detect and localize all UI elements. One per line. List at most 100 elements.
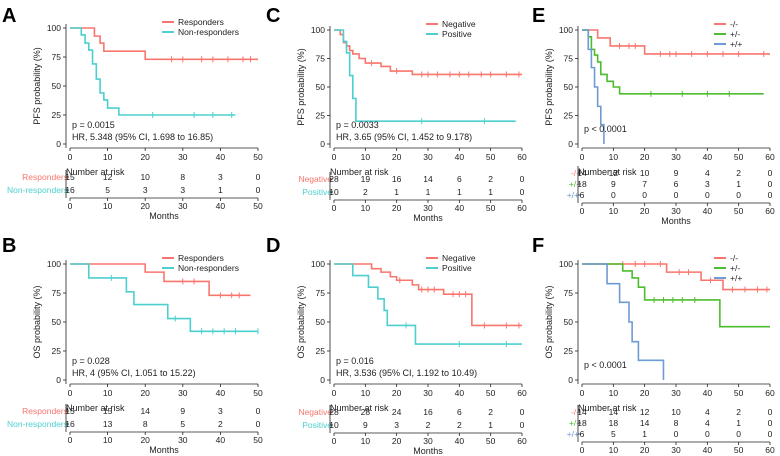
risk-value: 16 — [423, 407, 433, 417]
x-tick-label: 20 — [392, 388, 402, 398]
risk-value: 4 — [705, 168, 710, 178]
risk-value: 6 — [457, 174, 462, 184]
legend-label: Positive — [442, 29, 472, 39]
risk-value: 19 — [361, 174, 371, 184]
km-curve-positive — [334, 263, 522, 345]
risk-value: 2 — [488, 174, 493, 184]
y-tick-label: 25 — [52, 110, 62, 120]
y-axis-title: PFS probability (%) — [32, 47, 42, 125]
x-tick-label: 50 — [253, 388, 263, 398]
risk-value: 9 — [180, 406, 185, 416]
risk-x-tick-label: 20 — [640, 206, 650, 216]
hazard-ratio: HR, 5.348 (95% CI, 1.698 to 16.85) — [72, 132, 213, 142]
risk-value: 8 — [180, 172, 185, 182]
risk-x-tick-label: 60 — [765, 445, 775, 455]
risk-x-tick-label: 30 — [671, 206, 681, 216]
y-tick-label: 0 — [320, 139, 325, 149]
risk-table: Number at risk-/-14 12 10 9 4 2 0+/-18 9 7 6 3 1 0+/… — [567, 166, 775, 226]
risk-row-label: Positive — [302, 420, 332, 430]
x-tick-label: 20 — [140, 152, 150, 162]
risk-value: 10 — [140, 172, 150, 182]
p-value: p = 0.0015 — [72, 120, 115, 130]
km-curve-- — [582, 29, 764, 95]
risk-value: 0 — [768, 407, 773, 417]
risk-x-tick-label: 40 — [216, 201, 226, 211]
risk-value: 1 — [736, 418, 741, 428]
legend-label: +/- — [730, 263, 740, 273]
x-tick-label: 20 — [640, 388, 650, 398]
km-curve-negative — [334, 29, 522, 76]
x-tick-label: 20 — [140, 388, 150, 398]
risk-x-tick-label: 40 — [216, 435, 226, 445]
risk-value: 10 — [671, 407, 681, 417]
risk-x-tick-label: 20 — [392, 203, 402, 213]
x-tick-label: 0 — [580, 388, 585, 398]
risk-value: 18 — [609, 418, 619, 428]
x-tick-label: 60 — [765, 152, 775, 162]
risk-x-tick-label: 30 — [671, 445, 681, 455]
risk-value: 24 — [392, 407, 402, 417]
y-tick-label: 50 — [564, 317, 574, 327]
x-tick-label: 30 — [423, 152, 433, 162]
risk-value: 14 — [609, 407, 619, 417]
x-tick-label: 50 — [253, 152, 263, 162]
risk-value: 14 — [423, 174, 433, 184]
risk-x-tick-label: 50 — [734, 445, 744, 455]
x-tick-label: 20 — [392, 152, 402, 162]
p-value: p = 0.016 — [336, 356, 374, 366]
risk-value: 1 — [488, 420, 493, 430]
risk-value: 0 — [768, 418, 773, 428]
risk-value: 16 — [392, 174, 402, 184]
risk-value: 3 — [218, 172, 223, 182]
risk-value: 3 — [705, 179, 710, 189]
risk-value: 14 — [577, 168, 587, 178]
risk-x-tick-label: 50 — [253, 201, 263, 211]
risk-row-label: Responders — [22, 406, 68, 416]
x-tick-label: 60 — [765, 388, 775, 398]
km-curve-non-responders — [70, 263, 258, 333]
risk-title: Number at risk — [330, 403, 389, 413]
risk-x-tick-label: 30 — [178, 201, 188, 211]
risk-value: 10 — [640, 168, 650, 178]
risk-value: 5 — [105, 185, 110, 195]
risk-value: 0 — [256, 406, 261, 416]
risk-x-tick-label: 50 — [486, 436, 496, 446]
risk-x-tick-label: 10 — [609, 206, 619, 216]
risk-value: 6 — [674, 179, 679, 189]
y-tick-label: 75 — [564, 288, 574, 298]
risk-value: 3 — [394, 420, 399, 430]
panel-label: B — [2, 235, 16, 257]
risk-value: 3 — [143, 185, 148, 195]
x-tick-label: 60 — [517, 388, 527, 398]
risk-value: 6 — [580, 429, 585, 439]
legend-label: -/- — [730, 19, 738, 29]
y-tick-label: 75 — [52, 52, 62, 62]
risk-x-tick-label: 40 — [455, 436, 465, 446]
legend-label: Non-responders — [178, 27, 239, 37]
risk-value: 2 — [218, 419, 223, 429]
risk-value: 0 — [705, 190, 710, 200]
risk-row-label: Negative — [298, 407, 332, 417]
risk-value: 15 — [65, 406, 75, 416]
p-value: p < 0.0001 — [584, 124, 627, 134]
risk-value: 0 — [768, 168, 773, 178]
risk-x-tick-label: 50 — [253, 435, 263, 445]
y-tick-label: 100 — [559, 259, 573, 269]
risk-value: 0 — [256, 172, 261, 182]
x-tick-label: 60 — [517, 152, 527, 162]
risk-value: 8 — [674, 418, 679, 428]
km-curve-responders — [70, 263, 251, 297]
panel-label: C — [266, 5, 280, 27]
x-tick-label: 50 — [734, 152, 744, 162]
risk-value: 16 — [65, 419, 75, 429]
risk-row-label: -/- — [571, 407, 579, 417]
risk-x-tick-label: 10 — [103, 201, 113, 211]
km-curve-- — [582, 263, 770, 291]
y-axis-title: OS probability (%) — [544, 285, 554, 358]
p-value: p = 0.028 — [72, 356, 110, 366]
risk-value: 1 — [394, 187, 399, 197]
risk-value: 0 — [736, 429, 741, 439]
risk-x-tick-label: 0 — [580, 445, 585, 455]
risk-value: 18 — [577, 418, 587, 428]
